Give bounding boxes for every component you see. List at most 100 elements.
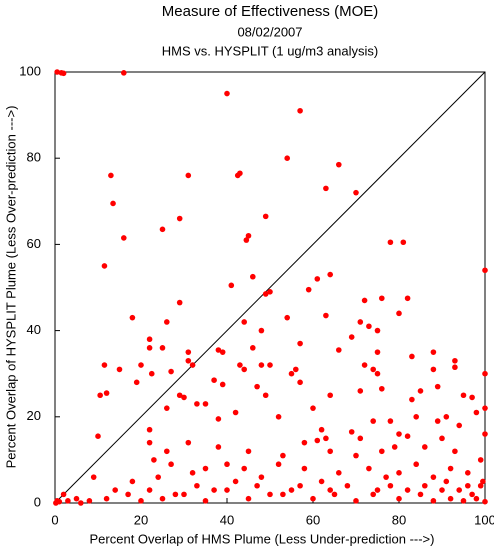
point: [336, 161, 342, 168]
point: [219, 381, 226, 388]
point: [374, 349, 381, 355]
point: [284, 155, 291, 161]
point: [344, 482, 351, 489]
point: [357, 388, 364, 394]
point: [146, 426, 153, 433]
point: [60, 491, 67, 498]
point: [155, 474, 161, 480]
point: [357, 319, 364, 325]
point: [314, 437, 321, 444]
point: [370, 491, 377, 498]
point: [194, 482, 200, 489]
x-tick-label: 100: [474, 512, 494, 527]
point: [387, 482, 394, 489]
point: [148, 370, 155, 377]
point: [404, 433, 411, 439]
point: [258, 327, 265, 334]
point: [469, 491, 475, 498]
point: [129, 314, 136, 321]
point: [434, 418, 441, 424]
point: [224, 461, 230, 468]
point: [430, 474, 437, 480]
point: [164, 448, 170, 455]
point: [176, 299, 183, 306]
point: [86, 498, 93, 504]
point: [404, 295, 411, 302]
point: [310, 495, 316, 502]
point: [477, 457, 484, 463]
point: [383, 474, 389, 480]
point: [202, 465, 209, 472]
x-tick-label: 40: [220, 512, 234, 527]
point: [331, 491, 338, 498]
point: [379, 448, 385, 455]
point: [293, 366, 299, 373]
point: [422, 444, 428, 450]
point: [267, 362, 273, 368]
plot-frame: [54, 71, 486, 504]
point: [413, 461, 420, 468]
point: [215, 444, 222, 450]
point: [185, 349, 192, 355]
point: [243, 237, 250, 243]
point: [297, 379, 303, 386]
point: [146, 345, 153, 351]
point: [447, 465, 454, 472]
point: [138, 498, 144, 504]
point: [396, 310, 402, 317]
point: [254, 482, 260, 489]
point: [482, 431, 488, 437]
x-tick-label: 0: [51, 512, 58, 527]
point: [318, 426, 325, 433]
point: [391, 444, 398, 450]
point: [164, 405, 170, 411]
point: [439, 435, 445, 442]
chart-subtitle: HMS vs. HYSPLIT (1 ug/m3 analysis): [162, 43, 379, 58]
point: [404, 487, 411, 493]
point: [254, 383, 260, 390]
point: [202, 498, 209, 504]
point: [65, 498, 71, 504]
point: [275, 414, 282, 420]
point: [159, 226, 166, 233]
point: [245, 448, 252, 455]
point: [228, 282, 235, 289]
point: [430, 498, 437, 504]
point: [323, 312, 329, 319]
y-tick-label: 0: [34, 494, 41, 509]
point: [374, 327, 381, 334]
point: [353, 498, 359, 504]
point: [374, 370, 381, 377]
point: [318, 478, 325, 485]
point: [396, 431, 402, 437]
point: [348, 429, 355, 435]
point: [288, 370, 295, 377]
point: [473, 495, 480, 502]
point: [159, 495, 166, 502]
point: [116, 366, 123, 373]
chart-title: Measure of Effectiveness (MOE): [162, 3, 378, 20]
point: [101, 362, 108, 368]
point: [185, 439, 192, 446]
point: [189, 470, 196, 476]
point: [327, 448, 334, 455]
point: [121, 70, 127, 76]
point: [181, 394, 187, 401]
point: [469, 394, 475, 401]
point: [297, 482, 303, 489]
point: [452, 364, 458, 371]
point: [374, 487, 381, 493]
point: [60, 70, 67, 77]
point: [387, 239, 394, 246]
point: [379, 295, 385, 302]
point: [396, 495, 402, 502]
point: [211, 377, 217, 383]
point: [176, 392, 183, 399]
point: [78, 500, 84, 506]
point: [125, 491, 131, 498]
point: [348, 334, 355, 340]
point: [387, 418, 394, 424]
point: [417, 491, 424, 498]
point: [409, 396, 415, 403]
point: [267, 491, 273, 498]
